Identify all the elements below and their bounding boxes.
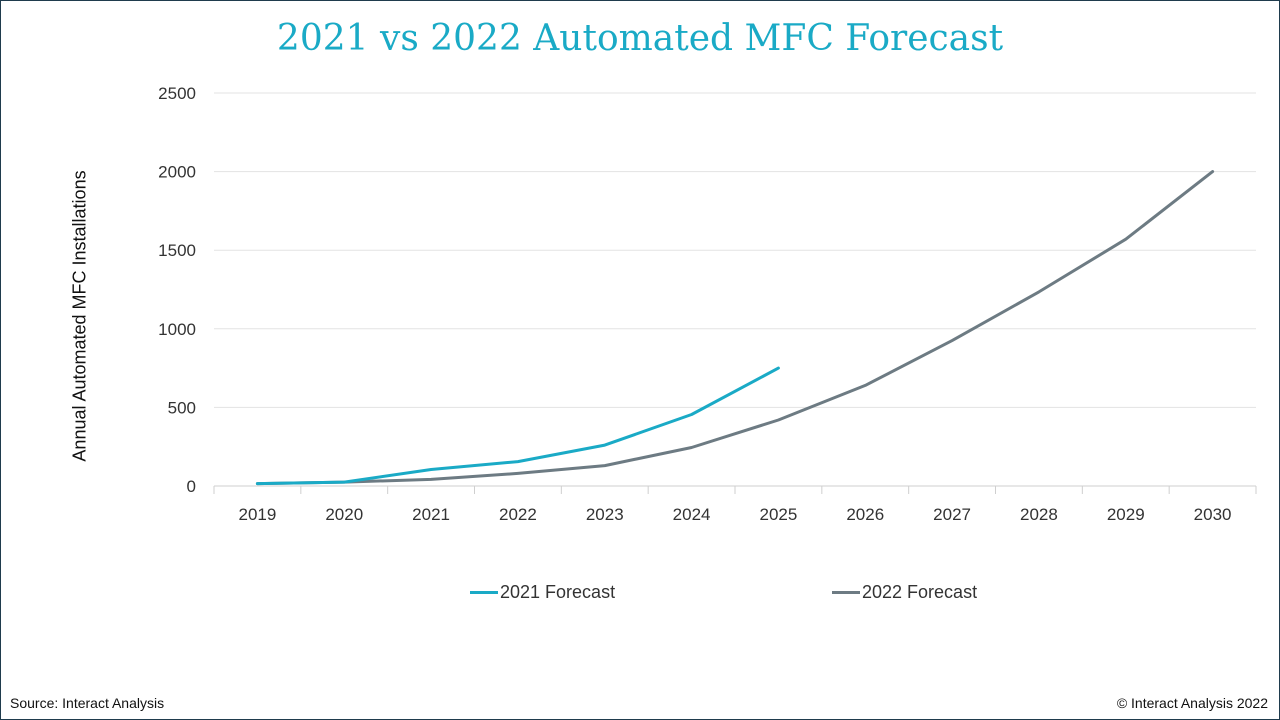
series-line-2022-forecast: [255, 170, 1215, 486]
legend-label-2022: 2022 Forecast: [862, 582, 978, 602]
y-tick-label-1500: 1500: [158, 241, 196, 260]
x-tick-label-2023: 2023: [586, 505, 624, 524]
x-tick-label-2027: 2027: [933, 505, 971, 524]
legend-label-2021: 2021 Forecast: [500, 582, 616, 602]
legend-item-2022-forecast[interactable]: 2022 Forecast: [832, 582, 977, 603]
y-tick-label-2500: 2500: [158, 84, 196, 103]
y-tick-label-500: 500: [168, 398, 196, 417]
source-note: Source: Interact Analysis: [10, 695, 165, 711]
x-tick-label-2021: 2021: [412, 505, 450, 524]
x-tick-label-2030: 2030: [1194, 505, 1232, 524]
legend-swatch-2021: [470, 591, 498, 594]
x-tick-label-2025: 2025: [760, 505, 798, 524]
x-tick-label-2029: 2029: [1107, 505, 1145, 524]
copyright-note: © Interact Analysis 2022: [1116, 695, 1268, 711]
x-tick-label-2019: 2019: [239, 505, 277, 524]
x-tick-label-2020: 2020: [325, 505, 363, 524]
chart-title: 2021 vs 2022 Automated MFC Forecast: [276, 18, 1004, 59]
y-tick-label-0: 0: [187, 477, 196, 496]
y-tick-label-2000: 2000: [158, 163, 196, 182]
legend-swatch-2022: [832, 591, 860, 594]
x-tick-label-2028: 2028: [1020, 505, 1058, 524]
y-tick-label-1000: 1000: [158, 320, 196, 339]
x-tick-label-2026: 2026: [846, 505, 884, 524]
legend-item-2021-forecast[interactable]: 2021 Forecast: [470, 582, 615, 603]
x-tick-label-2024: 2024: [673, 505, 711, 524]
x-tick-label-2022: 2022: [499, 505, 537, 524]
series-line-2021-forecast: [255, 366, 780, 486]
